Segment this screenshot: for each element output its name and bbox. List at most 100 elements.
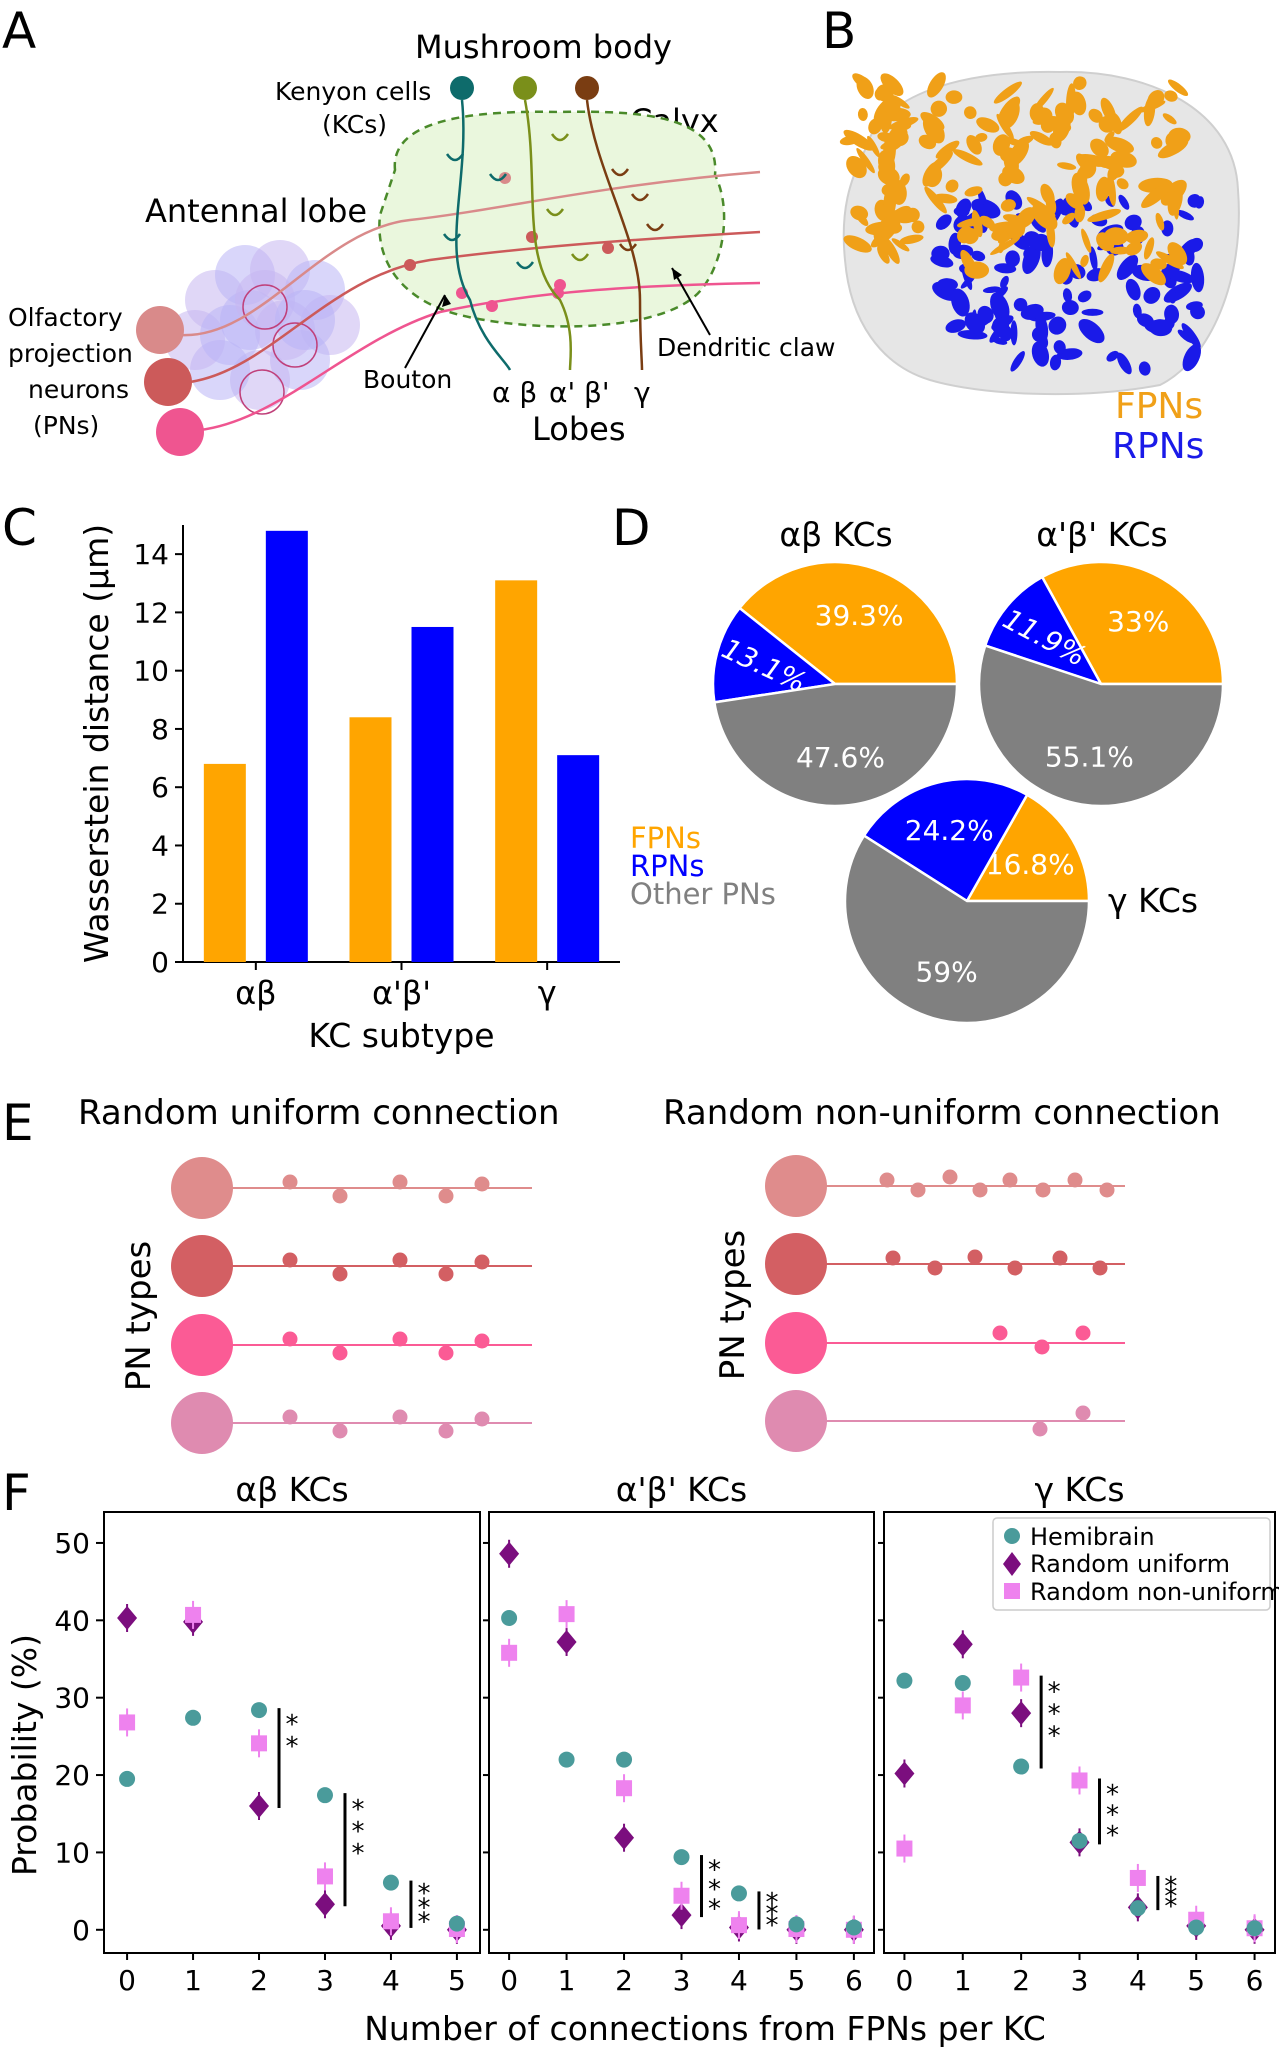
rpn-branch bbox=[1181, 323, 1201, 349]
subplot-title: γ KCs bbox=[1034, 1470, 1124, 1509]
rpn-branch bbox=[1031, 326, 1048, 343]
f-y-tick-label: 20 bbox=[54, 1759, 90, 1792]
kc-soma bbox=[513, 76, 537, 100]
f-x-tick-label: 2 bbox=[615, 1964, 633, 1997]
f-x-tick-label: 4 bbox=[730, 1964, 748, 1997]
rpn-branch bbox=[945, 319, 966, 333]
pn-soma-uniform bbox=[171, 1314, 233, 1376]
bouton bbox=[404, 259, 416, 271]
fpn-branch bbox=[890, 209, 915, 224]
fpn-branch bbox=[1065, 252, 1081, 279]
bouton-nonuniform bbox=[992, 1325, 1008, 1341]
fpn-branch bbox=[1000, 199, 1016, 212]
bouton-arrowhead bbox=[442, 295, 451, 307]
marker-random-uniform bbox=[614, 1825, 635, 1850]
fpn-branch bbox=[993, 81, 1022, 104]
pie-slice-rpn bbox=[711, 606, 839, 704]
fpn-branch bbox=[975, 132, 988, 142]
bouton-nonuniform bbox=[1052, 1250, 1068, 1266]
fpn-branch bbox=[1117, 106, 1144, 132]
fpn-branch bbox=[976, 117, 1000, 133]
fpn-branch bbox=[867, 135, 880, 158]
f-ylabel: Probability (%) bbox=[5, 1634, 44, 1876]
marker-hemibrain bbox=[501, 1609, 518, 1626]
bouton-nonuniform bbox=[1075, 1405, 1091, 1421]
fpn-branch bbox=[1143, 237, 1155, 260]
fpn-branch bbox=[1095, 176, 1111, 202]
fpn-branch bbox=[966, 135, 982, 155]
kc-neurite bbox=[455, 99, 512, 371]
marker-random-uniform bbox=[314, 1892, 335, 1917]
fpn-branch bbox=[927, 72, 946, 98]
legend-box bbox=[992, 1517, 1271, 1611]
pie-slice-rpn bbox=[983, 575, 1104, 687]
rpn-branch bbox=[1161, 220, 1174, 237]
rpn-branch bbox=[1166, 269, 1195, 284]
significance-star: * bbox=[417, 1893, 430, 1923]
marker-hemibrain bbox=[730, 1885, 747, 1902]
fpn-branch bbox=[1088, 108, 1103, 123]
pie-slice-fpn bbox=[737, 560, 959, 686]
rpn-branch bbox=[1176, 209, 1194, 221]
fpn-branch bbox=[945, 179, 959, 193]
marker-random-uniform bbox=[499, 1541, 520, 1566]
marker-random-uniform bbox=[1011, 1701, 1032, 1726]
rpn-branch bbox=[1190, 262, 1205, 293]
panel-letter-f: F bbox=[2, 1464, 31, 1522]
pn-soma-nonuniform bbox=[765, 1233, 827, 1295]
bouton-arrow bbox=[404, 294, 446, 369]
fpn-branch bbox=[971, 210, 983, 238]
pn-label-4: (PNs) bbox=[33, 411, 99, 440]
significance-star: * bbox=[1106, 1800, 1119, 1830]
fpn-branch bbox=[1080, 254, 1089, 268]
rpn-branch bbox=[1125, 278, 1141, 301]
dendritic-claw bbox=[618, 243, 638, 252]
f-x-tick-label: 5 bbox=[448, 1964, 466, 1997]
y-tick-label: 2 bbox=[151, 888, 169, 921]
pie-title: α'β' KCs bbox=[1036, 515, 1168, 554]
marker-hemibrain bbox=[1246, 1920, 1263, 1937]
kcs-label: (KCs) bbox=[322, 110, 387, 139]
fpn-branch bbox=[1110, 246, 1131, 255]
bouton-nonuniform bbox=[1092, 1260, 1108, 1276]
fpn-branch bbox=[1040, 118, 1055, 133]
rpn-branch bbox=[1010, 320, 1018, 346]
marker-random-nonuniform bbox=[251, 1735, 268, 1752]
kc-soma bbox=[450, 76, 474, 100]
fpn-branch bbox=[1053, 257, 1072, 285]
marker-random-nonuniform bbox=[954, 1697, 971, 1714]
bouton-uniform bbox=[392, 1174, 408, 1190]
bouton bbox=[602, 242, 614, 254]
marker-random-nonuniform bbox=[673, 1887, 690, 1904]
pn-soma bbox=[144, 358, 192, 406]
subplot-frame bbox=[103, 1511, 481, 1954]
significance-star: * bbox=[708, 1856, 721, 1886]
dendritic-claw bbox=[550, 133, 570, 142]
f-x-tick-label: 6 bbox=[1246, 1964, 1264, 1997]
glomerulus-outline bbox=[242, 284, 288, 330]
y-tick-label: 4 bbox=[151, 829, 169, 862]
fpn-branch bbox=[877, 166, 900, 186]
marker-hemibrain bbox=[119, 1770, 136, 1787]
bouton-uniform bbox=[282, 1252, 298, 1268]
bouton-uniform bbox=[392, 1331, 408, 1347]
fpn-branch bbox=[1005, 218, 1026, 237]
rpn-branch bbox=[991, 315, 1014, 331]
fpn-branch bbox=[964, 106, 977, 120]
pie-slice-other bbox=[712, 682, 959, 808]
fpn-branch bbox=[1029, 130, 1053, 146]
rpn-branch bbox=[1182, 343, 1201, 372]
rpn-branch bbox=[961, 264, 973, 291]
pie-label-fpn: 33% bbox=[1107, 605, 1169, 638]
fpn-branch bbox=[880, 73, 904, 96]
bouton-label: Bouton bbox=[363, 365, 452, 394]
claw-arrowhead bbox=[672, 268, 682, 280]
marker-random-uniform bbox=[671, 1903, 692, 1928]
pn-label-2: projection bbox=[8, 339, 133, 368]
marker-random-uniform bbox=[249, 1794, 270, 1818]
fpn-branch bbox=[1164, 90, 1178, 102]
marker-random-nonuniform bbox=[316, 1868, 333, 1885]
fpn-branch bbox=[857, 108, 868, 122]
kenyon-cells-label: Kenyon cells bbox=[275, 77, 431, 106]
